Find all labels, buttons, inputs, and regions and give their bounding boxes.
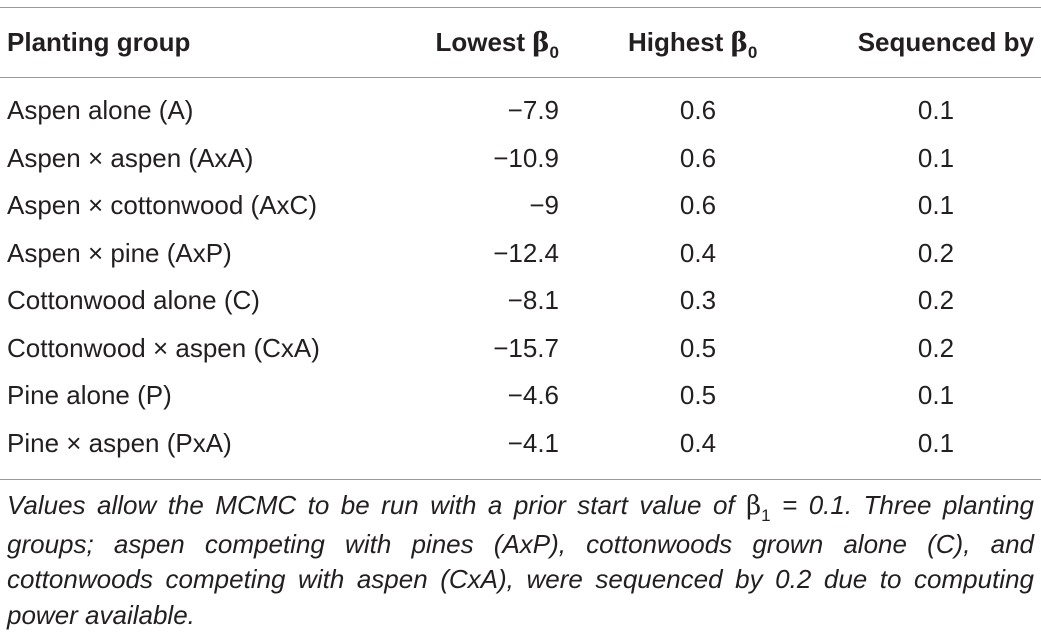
cell-sequenced: 0.1 xyxy=(917,95,955,125)
table-body: Aspen alone (A) −7.9 0.6 0.1 Aspen × asp… xyxy=(0,87,1041,467)
header-highest-label: Highest xyxy=(628,27,731,57)
header-lowest-beta0: Lowest β0 xyxy=(435,8,559,77)
cell-highest: 0.4 xyxy=(679,427,717,458)
header-sequenced-by: Sequenced by xyxy=(857,27,1034,57)
cell-sequenced: 0.1 xyxy=(917,142,955,173)
footnote-text-end: = 0.1. Three planting groups; aspen comp… xyxy=(7,490,1034,630)
cell-lowest: −4.1 xyxy=(507,427,559,458)
footnote-text-start: Values allow the MCMC to be run with a p… xyxy=(7,490,747,520)
table-row: Aspen × cottonwood (AxC) −9 0.6 0.1 xyxy=(0,182,1041,230)
cell-sequenced: 0.1 xyxy=(917,190,955,220)
table-row: Aspen × pine (AxP) −12.4 0.4 0.2 xyxy=(0,230,1041,278)
table-row: Pine × aspen (PxA) −4.1 0.4 0.1 xyxy=(0,420,1041,468)
header-highest-beta0: Highest β0 xyxy=(628,8,757,77)
cell-lowest: −12.4 xyxy=(493,237,559,268)
cell-lowest: −10.9 xyxy=(493,142,559,173)
cell-lowest: −9 xyxy=(529,190,559,220)
cell-highest: 0.6 xyxy=(679,95,717,125)
table-top-rule xyxy=(0,7,1041,8)
cell-highest: 0.4 xyxy=(679,237,717,268)
beta-symbol: β xyxy=(746,491,762,521)
cell-lowest: −15.7 xyxy=(493,332,559,363)
header-planting-group: Planting group xyxy=(7,27,191,57)
table-row: Cottonwood × aspen (CxA) −15.7 0.5 0.2 xyxy=(0,325,1041,373)
cell-highest: 0.5 xyxy=(679,380,717,410)
cell-lowest: −7.9 xyxy=(507,95,559,125)
table-row: Pine alone (P) −4.6 0.5 0.1 xyxy=(0,372,1041,420)
beta-subscript: 1 xyxy=(761,506,771,525)
cell-planting-group: Cottonwood × aspen (CxA) xyxy=(7,332,320,363)
beta-symbol: β xyxy=(532,28,550,58)
beta-subscript: 0 xyxy=(549,43,559,62)
table-header-rule xyxy=(0,77,1041,78)
cell-sequenced: 0.2 xyxy=(917,332,955,363)
cell-planting-group: Pine alone (P) xyxy=(7,380,172,410)
table-row: Aspen alone (A) −7.9 0.6 0.1 xyxy=(0,87,1041,135)
cell-sequenced: 0.2 xyxy=(917,285,955,315)
cell-planting-group: Aspen alone (A) xyxy=(7,95,194,125)
cell-planting-group: Aspen × aspen (AxA) xyxy=(7,142,254,173)
cell-highest: 0.3 xyxy=(679,285,717,315)
table-row: Aspen × aspen (AxA) −10.9 0.6 0.1 xyxy=(0,135,1041,183)
cell-lowest: −4.6 xyxy=(507,380,559,410)
beta-symbol: β xyxy=(730,28,748,58)
cell-highest: 0.5 xyxy=(679,332,717,363)
cell-planting-group: Pine × aspen (PxA) xyxy=(7,427,232,458)
cell-planting-group: Cottonwood alone (C) xyxy=(7,285,260,315)
cell-sequenced: 0.1 xyxy=(917,380,955,410)
table-header-row: Planting group Lowest β0 Highest β0 Sequ… xyxy=(0,8,1041,77)
beta-subscript: 0 xyxy=(747,43,758,62)
cell-planting-group: Aspen × cottonwood (AxC) xyxy=(7,190,317,220)
cell-highest: 0.6 xyxy=(679,142,717,173)
cell-sequenced: 0.2 xyxy=(917,237,955,268)
cell-highest: 0.6 xyxy=(679,190,717,220)
cell-lowest: −8.1 xyxy=(507,285,559,315)
cell-sequenced: 0.1 xyxy=(917,427,955,458)
cell-planting-group: Aspen × pine (AxP) xyxy=(7,237,232,268)
table-bottom-rule xyxy=(0,479,1041,480)
table-footnote: Values allow the MCMC to be run with a p… xyxy=(7,488,1034,633)
header-lowest-label: Lowest xyxy=(435,27,533,57)
table-row: Cottonwood alone (C) −8.1 0.3 0.2 xyxy=(0,277,1041,325)
